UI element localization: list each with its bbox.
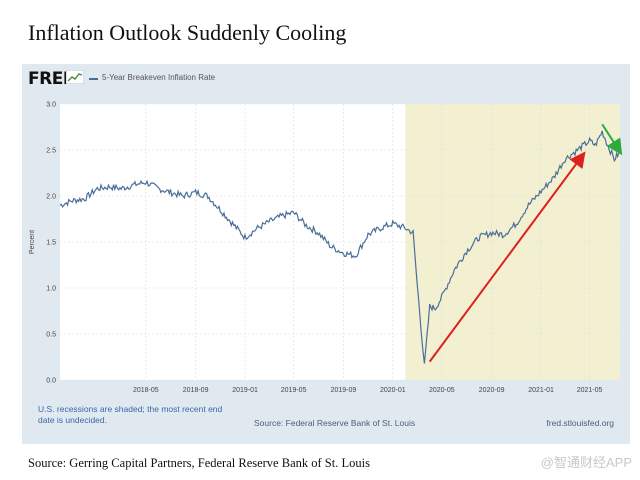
y-tick-label: 2.0: [46, 194, 56, 201]
y-tick-label: 0.5: [46, 332, 56, 339]
x-tick-labels: 2018-05 2018-09 2019-01 2019-05 2019-09 2020-…: [133, 387, 603, 394]
fred-url[interactable]: fred.stlouisfed.org: [546, 418, 614, 428]
series-title: 5-Year Breakeven Inflation Rate: [102, 73, 216, 82]
x-tick-label: 2018-05: [133, 387, 159, 394]
watermark: @智通财经APP: [540, 455, 632, 470]
x-tick-label: 2019-01: [232, 387, 258, 394]
red-trend-arrow: [428, 151, 586, 363]
x-tick-label: 2020-09: [479, 387, 505, 394]
x-tick-label: 2018-09: [183, 387, 209, 394]
green-trend-arrow: [601, 123, 623, 156]
y-tick-label: 1.5: [46, 240, 56, 247]
grid-lines: [60, 103, 620, 381]
x-tick-label: 2019-05: [281, 387, 307, 394]
y-axis-label: Percent: [29, 230, 36, 254]
legend-swatch: [89, 78, 98, 80]
recession-note: U.S. recessions are shaded; the most rec…: [38, 404, 223, 425]
y-tick-label: 3.0: [46, 102, 56, 109]
line-chart-icon: [66, 70, 84, 84]
page-headline: Inflation Outlook Suddenly Cooling: [28, 20, 347, 45]
fred-chart-panel: 0.0 0.5 1.0 1.5 2.0 2.5 3.0 2018-05 2018-09 2019…: [22, 64, 630, 444]
x-tick-label: 2020-01: [380, 387, 406, 394]
x-tick-label: 2021-05: [577, 387, 603, 394]
fred-logo: FRED: [28, 69, 77, 89]
y-tick-labels: 0.0 0.5 1.0 1.5 2.0 2.5 3.0: [46, 102, 56, 385]
line-chart: 0.0 0.5 1.0 1.5 2.0 2.5 3.0 2018-05 2018-09 2019…: [29, 102, 623, 394]
x-tick-label: 2019-09: [331, 387, 357, 394]
source-caption: Source: Gerring Capital Partners, Federa…: [28, 456, 370, 470]
fred-source: Source: Federal Reserve Bank of St. Loui…: [254, 418, 416, 428]
y-tick-label: 2.5: [46, 148, 56, 155]
series-line: [59, 130, 621, 364]
x-tick-label: 2021-01: [528, 387, 554, 394]
y-tick-label: 1.0: [46, 286, 56, 293]
y-tick-label: 0.0: [46, 378, 56, 385]
x-tick-label: 2020-05: [429, 387, 455, 394]
